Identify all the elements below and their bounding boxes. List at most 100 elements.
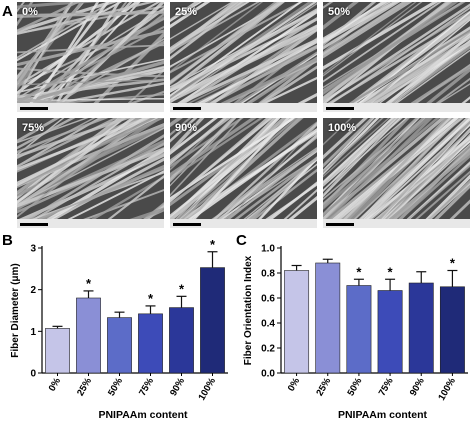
- sem-fiber: [18, 40, 164, 112]
- sem-fibers-1: [170, 2, 317, 112]
- sem-fiber: [170, 2, 281, 84]
- sem-fiber: [349, 118, 470, 228]
- sem-fiber: [17, 2, 85, 80]
- sem-fiber: [170, 2, 245, 60]
- sem-label-1: 25%: [175, 6, 198, 18]
- bar-3: [138, 313, 163, 374]
- sem-fiber: [170, 24, 317, 101]
- sem-fiber: [424, 183, 470, 228]
- sem-fiber: [323, 2, 439, 70]
- sem-fiber: [170, 2, 286, 93]
- x-tick-label: 50%: [106, 376, 125, 398]
- sem-image-1: 25%: [170, 2, 317, 112]
- x-tick-label: 0%: [286, 376, 303, 394]
- sem-fiber: [323, 118, 395, 184]
- bar-5: [439, 286, 465, 374]
- sem-fiber: [240, 168, 317, 228]
- bar-2: [346, 285, 372, 374]
- sem-label-3: 75%: [22, 122, 45, 134]
- sem-fibers-2: [323, 2, 470, 112]
- x-axis-label: PNIPAAm content: [98, 409, 188, 421]
- sem-fiber: [170, 118, 299, 227]
- sem-info-bar: [17, 219, 164, 228]
- sem-fiber: [84, 31, 164, 112]
- sem-fiber: [323, 2, 388, 56]
- y-tick-label: 0.6: [261, 294, 275, 305]
- sem-fiber: [323, 118, 399, 185]
- sem-fiber: [170, 38, 317, 112]
- sem-fiber: [170, 2, 244, 51]
- sem-fiber: [170, 118, 292, 207]
- chart-b: 0 1 2 3 Fiber Diameter (μm) 0% * 25% 50% * 75% * 90%…: [10, 237, 228, 421]
- sem-fiber: [17, 118, 136, 205]
- sem-fiber: [215, 148, 317, 228]
- x-axis-label: PNIPAAm content: [338, 409, 428, 421]
- sem-fiber: [416, 174, 470, 228]
- sem-fiber: [323, 2, 406, 56]
- sem-image-0: 0%: [17, 2, 164, 112]
- y-tick-label: 0.0: [261, 369, 275, 380]
- chart-c: 0.0 0.2 0.4 0.6 0.8 1.0 Fiber Orientation Inde…: [243, 244, 468, 421]
- sem-fiber: [338, 15, 470, 112]
- sem-fiber: [245, 65, 317, 112]
- sem-fiber: [32, 12, 164, 112]
- sem-fiber: [22, 2, 110, 112]
- sem-fiber: [323, 2, 459, 96]
- sem-fiber: [326, 118, 464, 228]
- sem-image-4: 90%: [170, 118, 317, 228]
- sem-fibers-4: [170, 118, 317, 228]
- sem-fiber: [323, 2, 413, 59]
- sem-label-4: 90%: [175, 122, 198, 134]
- sem-image-3: 75%: [17, 118, 164, 228]
- sem-fiber: [17, 10, 164, 18]
- sem-fiber: [170, 9, 317, 88]
- sem-fiber: [323, 118, 446, 222]
- sem-fiber: [34, 157, 164, 228]
- sem-fiber: [323, 118, 397, 193]
- sem-fiber: [49, 170, 164, 228]
- sem-fiber: [337, 118, 449, 228]
- sem-info-bar: [170, 219, 317, 228]
- panel-b-label: B: [2, 232, 13, 249]
- sem-fiber: [252, 183, 317, 228]
- sem-fiber: [323, 118, 384, 174]
- sem-fiber: [170, 118, 243, 197]
- sem-fiber: [375, 137, 470, 228]
- sem-fiber: [423, 83, 470, 112]
- sem-fiber: [219, 123, 317, 228]
- sem-fiber: [170, 118, 270, 203]
- sem-fiber: [17, 147, 164, 208]
- significance-marker: *: [356, 264, 362, 279]
- sem-fiber: [170, 118, 273, 203]
- sem-fiber: [170, 2, 313, 100]
- x-tick-label: 100%: [196, 376, 218, 403]
- sem-fiber: [17, 118, 109, 154]
- sem-fiber: [17, 118, 89, 144]
- sem-fiber: [170, 38, 317, 110]
- bar-1: [76, 297, 101, 374]
- sem-fiber: [418, 180, 470, 228]
- sem-fiber: [103, 207, 164, 228]
- y-tick-label: 0.2: [261, 344, 275, 355]
- significance-marker: *: [450, 256, 456, 271]
- sem-fiber: [323, 118, 418, 206]
- sem-fiber: [381, 39, 470, 112]
- sem-fiber: [17, 2, 102, 9]
- sem-fiber: [338, 26, 470, 112]
- sem-fiber: [199, 149, 317, 228]
- sem-fibers-5: [323, 118, 470, 228]
- sem-fiber: [170, 118, 227, 166]
- sem-fiber: [280, 92, 317, 112]
- sem-fibers-0: [17, 2, 164, 112]
- sem-fiber: [372, 127, 470, 228]
- y-tick-label: 0: [30, 369, 36, 380]
- x-tick-label: 90%: [168, 376, 187, 398]
- sem-fiber: [170, 2, 264, 73]
- sem-fiber: [323, 118, 420, 217]
- scale-bar: [326, 223, 354, 226]
- sem-fiber: [17, 118, 103, 168]
- sem-fiber: [17, 2, 75, 83]
- sem-fiber: [170, 2, 200, 23]
- sem-fiber: [249, 156, 317, 228]
- sem-fiber: [353, 118, 470, 228]
